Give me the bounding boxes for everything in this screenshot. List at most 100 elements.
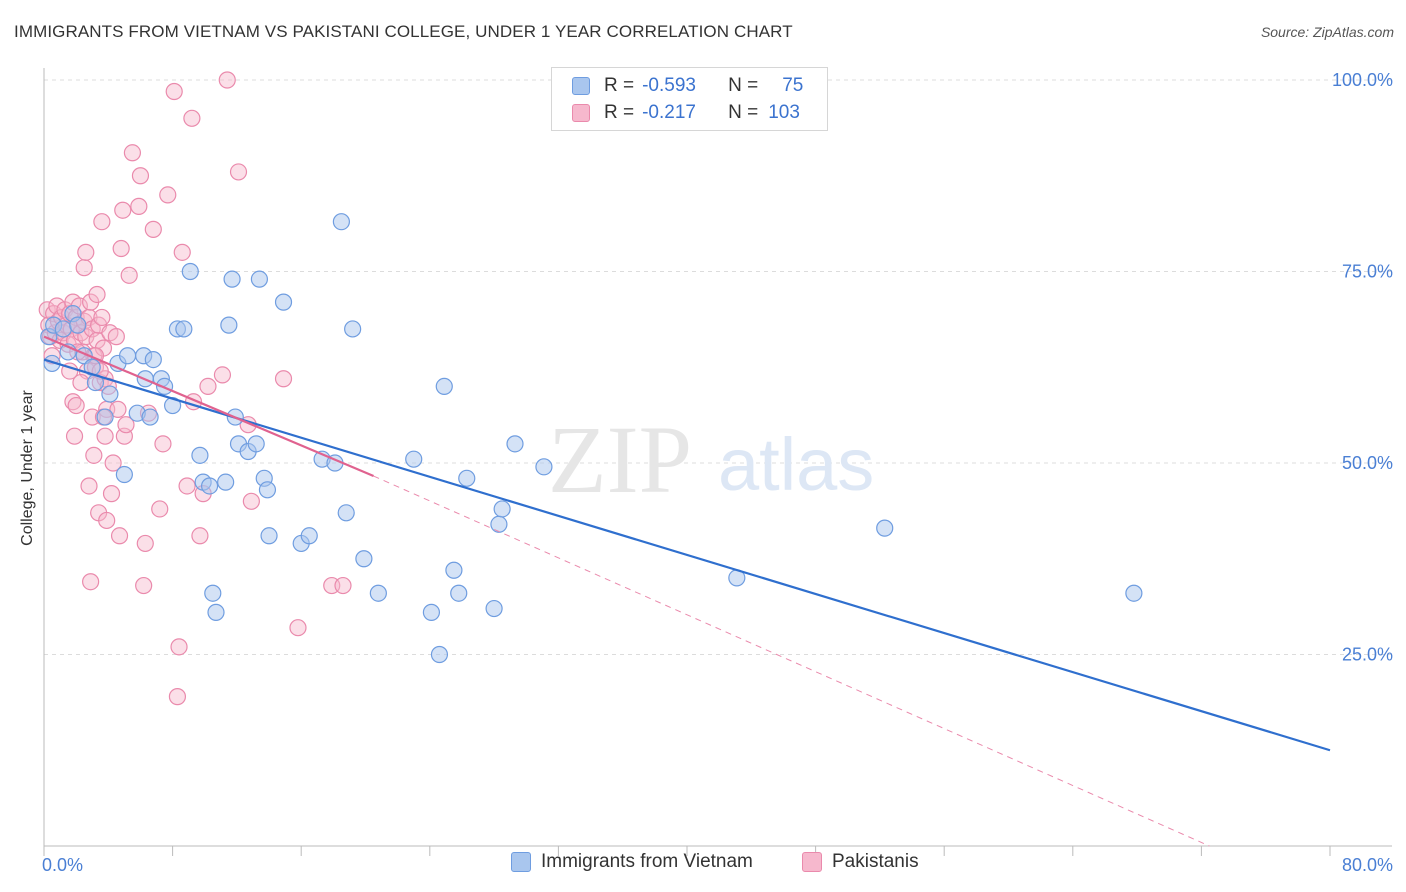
vietnam-point [422,603,441,621]
series-name-vietnam: Immigrants from Vietnam [541,851,753,872]
vietnam-points [40,213,1143,664]
vietnam-point [344,320,362,338]
x-tick-label-max: 80.0% [1342,855,1393,875]
pakistanis-point [93,308,111,327]
vietnam-point [876,519,894,537]
vietnam-point [191,446,209,464]
vietnam-point [141,408,159,426]
legend-r-value: -0.217 [642,102,696,123]
series-legend-pakistanis: Pakistanis [802,851,919,873]
vietnam-point [181,262,199,281]
vietnam-point [247,435,265,453]
legend-r-label: R = [604,102,635,123]
vietnam-point [450,584,468,602]
legend-row-pakistanis: R = -0.217 N = 103 [572,101,800,125]
pakistanis-point [114,201,132,219]
legend-swatch-pakistanis [572,104,590,122]
trend-lines [43,335,1331,847]
watermark-zip: ZIP [548,406,692,513]
vietnam-point [274,293,293,311]
vietnam-point [506,435,524,453]
pakistanis-point [72,373,90,392]
pakistanis-point [168,688,187,706]
pakistanis-point [67,396,85,415]
series-swatch-vietnam [511,852,531,872]
watermark-atlas: atlas [718,423,874,506]
vietnam-point [445,561,463,579]
pakistanis-point [75,259,93,277]
pakistanis-point [191,527,209,545]
vietnam-point [458,469,476,487]
pakistanis-point [117,416,135,434]
source-label: Source: ZipAtlas.com [1260,24,1394,40]
chart-title: IMMIGRANTS FROM VIETNAM VS PAKISTANI COL… [14,22,793,41]
vietnam-point [217,473,235,491]
correlation-legend: R = -0.593 N = 75 R = -0.217 N = 103 [551,67,828,131]
grid-lines [44,79,1392,655]
vietnam-point [115,465,133,484]
pakistanis-point [199,377,217,395]
watermark: ZIP atlas [548,406,874,513]
vietnam-point [355,550,373,568]
y-tick-label-75: 75.0% [1342,262,1393,282]
legend-n-label: N = [728,75,759,96]
pakistanis-point [334,576,352,595]
series-name-pakistanis: Pakistanis [832,851,919,872]
tick-labels: 25.0% 50.0% 75.0% 100.0% 0.0% 80.0% [42,70,1393,875]
pakistanis-point [96,427,114,445]
vietnam-point [200,477,219,495]
axes [43,68,1392,856]
series-swatch-pakistanis [802,852,822,872]
vietnam-point [485,599,503,618]
pakistanis-point [151,500,169,518]
vietnam-point [175,320,193,338]
vietnam-point [220,316,238,334]
y-tick-label-100: 100.0% [1332,70,1393,90]
pakistanis-point [123,144,142,162]
vietnam-point [369,584,387,602]
vietnam-point [118,347,137,365]
pakistanis-point [136,534,154,553]
vietnam-point [300,527,318,545]
pakistanis-point [242,492,260,510]
vietnam-point [69,316,87,334]
pakistanis-point [218,71,236,89]
vietnam-point [405,450,423,468]
pakistanis-point [93,213,111,231]
legend-n-label: N = [728,102,759,123]
vietnam-point [101,385,119,403]
pakistanis-point [229,163,248,181]
legend-r-label: R = [604,75,635,96]
pakistanis-points [38,71,352,706]
pakistanis-trend-line [43,335,374,478]
pakistanis-point [131,167,150,185]
pakistanis-point [289,619,307,637]
pakistanis-point [165,82,183,101]
pakistanis-point [274,370,293,388]
y-tick-label-50: 50.0% [1342,453,1393,473]
legend-r-value: -0.593 [642,75,696,96]
vietnam-point [435,377,453,395]
pakistanis-point [159,186,177,204]
pakistanis-point [183,109,201,127]
pakistanis-point [178,477,196,495]
pakistanis-point [98,511,116,530]
series-legend-vietnam: Immigrants from Vietnam [511,851,753,873]
vietnam-point [337,504,355,522]
pakistanis-point [135,576,153,595]
pakistanis-point [104,454,122,472]
legend-row-vietnam: R = -0.593 N = 75 [572,74,803,98]
pakistanis-point [110,527,129,545]
vietnam-point [430,645,449,664]
vietnam-trend-line [43,358,1331,752]
legend-swatch-vietnam [572,77,590,95]
pakistanis-point [109,400,127,418]
pakistanis-point [112,239,130,258]
vietnam-point [144,350,162,369]
vietnam-point [204,584,222,602]
vietnam-point [493,500,511,518]
legend-n-value: 75 [782,75,804,96]
vietnam-point [490,515,508,533]
pakistanis-point [154,435,172,453]
pakistanis-point [85,446,103,464]
